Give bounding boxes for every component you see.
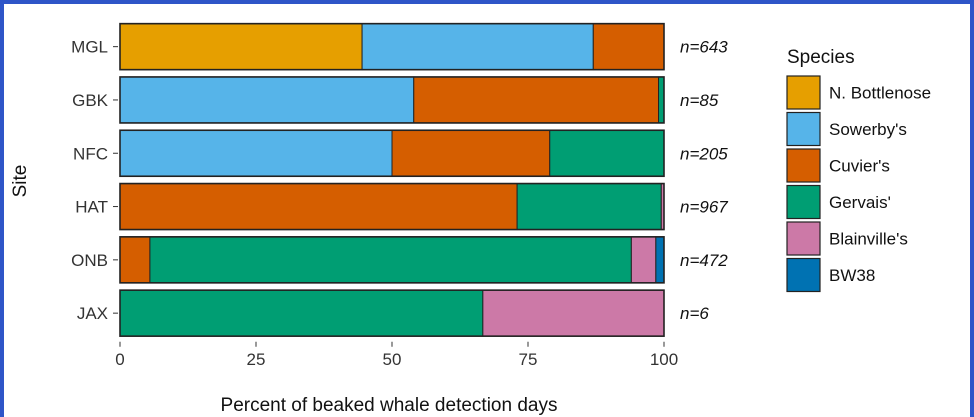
y-tick-label: ONB	[71, 251, 108, 270]
y-tick-label: MGL	[71, 38, 108, 57]
bar-segment-mgl-1	[361, 23, 594, 71]
bar-outline-mgl	[119, 22, 665, 71]
y-tick-label: JAX	[77, 304, 108, 323]
sample-size-labels: n=643 n=85 n=205 n=967 n=472 n=6	[680, 38, 728, 323]
bar-segment-onb-5	[655, 236, 665, 284]
bar-outline-jax	[119, 289, 665, 337]
sample-size-label: n=85	[680, 91, 719, 110]
legend-label: Gervais'	[829, 193, 891, 212]
bar-outline-gbk	[119, 76, 665, 124]
legend-key-swatch	[786, 221, 821, 256]
bar-segment-jax-4	[482, 289, 665, 337]
legend-label: N. Bottlenose	[829, 84, 931, 103]
bar-segment-jax-3	[119, 289, 484, 337]
legend-key-swatch	[786, 184, 821, 220]
bar-segment-nfc-3	[549, 129, 665, 177]
legend-label: Cuvier's	[829, 157, 890, 176]
x-tick-label: 0	[115, 350, 124, 369]
legend-items: N. Bottlenose Sowerby's Cuvier's Gervais' Bl…	[786, 75, 931, 293]
bar-outline-onb	[119, 236, 665, 284]
sample-size-label: n=472	[680, 251, 728, 270]
legend-label: Blainville's	[829, 230, 908, 249]
sample-size-label: n=643	[680, 38, 728, 57]
x-tick-label: 75	[519, 350, 538, 369]
bar-segment-gbk-2	[413, 76, 660, 124]
x-axis: 0 25 50 75 100	[115, 341, 678, 369]
x-axis-title: Percent of beaked whale detection days	[221, 395, 558, 416]
x-tick-label: 100	[650, 350, 678, 369]
legend-key-swatch	[786, 75, 821, 110]
bar-segment-nfc-1	[119, 129, 393, 177]
y-tick-label: NFC	[73, 144, 108, 163]
bar-segment-mgl-0	[119, 23, 363, 71]
bar-segment-onb-2	[119, 236, 151, 284]
bar-segment-gbk-1	[119, 76, 415, 124]
x-tick-label: 25	[247, 350, 266, 369]
bar-segment-gbk-3	[658, 76, 665, 124]
sample-size-label: n=205	[680, 144, 728, 163]
bar-outline-nfc	[119, 129, 665, 178]
y-axis-title: Site	[10, 165, 31, 198]
legend-label: Sowerby's	[829, 120, 907, 139]
legend-key-swatch	[786, 148, 821, 183]
sample-size-label: n=967	[680, 198, 728, 217]
site-tick-labels: MGL GBK NFC HAT ONB JAX	[71, 38, 118, 323]
bar-segment-mgl-2	[592, 23, 665, 71]
sample-size-label: n=6	[680, 304, 709, 323]
bar-segment-onb-3	[149, 236, 632, 284]
legend-label: BW38	[829, 266, 875, 285]
x-tick-label: 50	[383, 350, 402, 369]
bars-layer	[119, 22, 665, 337]
y-tick-label: GBK	[72, 91, 109, 110]
bar-segment-nfc-2	[391, 129, 551, 177]
y-tick-label: HAT	[75, 198, 108, 217]
legend-key-swatch	[786, 257, 821, 293]
bar-segment-hat-3	[516, 183, 662, 231]
legend: Species N. Bottlenose Sowerby's Cuvier's Ge…	[786, 47, 931, 293]
bar-segment-onb-4	[630, 236, 657, 284]
legend-title: Species	[787, 47, 855, 68]
bar-outline-hat	[119, 182, 665, 231]
legend-key-swatch	[786, 111, 821, 147]
bar-segment-hat-2	[119, 183, 518, 231]
